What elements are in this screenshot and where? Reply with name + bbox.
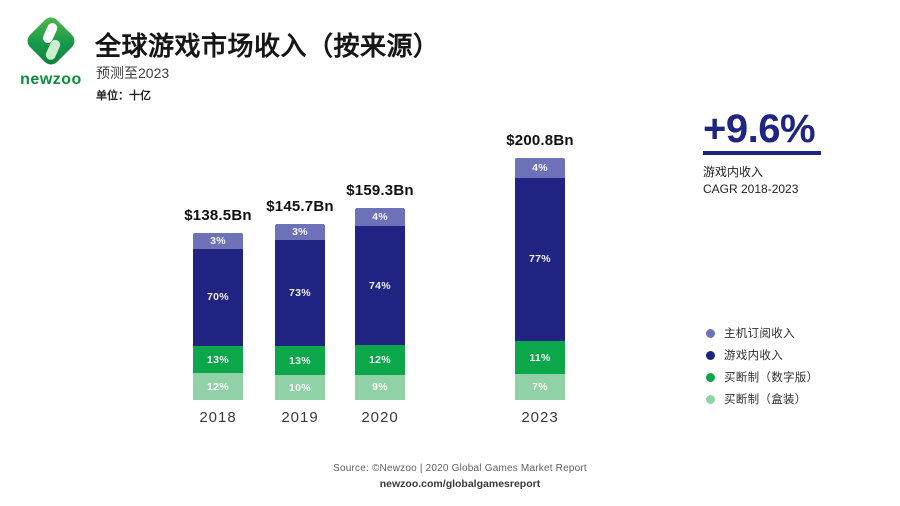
bar-segment-buy-to-play-digital: 11% (515, 340, 565, 375)
x-axis-label-2018: 2018 (199, 409, 237, 426)
legend: 主机订阅收入 游戏内收入买断制（数字版） 买断制（盒装） (706, 322, 818, 410)
bar-segment-console-subscription: 4% (515, 158, 565, 178)
legend-item-buy-to-play-boxed: 买断制（盒装） (706, 388, 818, 410)
bar-2018: 3% 70% 13% 12% (193, 233, 243, 400)
legend-dot-icon (706, 372, 715, 382)
bar-segment-in-game: 77% (515, 177, 565, 341)
legend-item-buy-to-play-digital: 买断制（数字版） (706, 366, 818, 388)
footer: Source: ©Newzoo | 2020 Global Games Mark… (160, 463, 760, 490)
segment-percent-label: 74% (369, 279, 391, 292)
segment-percent-label: 12% (369, 354, 391, 367)
segment-percent-label: 3% (210, 234, 226, 247)
newzoo-diamond-icon (27, 17, 75, 65)
unit-label: 单位：十亿 (96, 90, 151, 102)
bar-segment-buy-to-play-digital: 12% (355, 345, 405, 375)
cagr-caption-line1: 游戏内收入 (703, 165, 764, 179)
bar-segment-buy-to-play-digital: 13% (275, 346, 325, 376)
cagr-highlight: +9.6% 游戏内收入 CAGR 2018-2023 (703, 108, 821, 198)
bar-total-label: $145.7Bn (266, 198, 334, 215)
x-axis-label-2019: 2019 (281, 409, 319, 426)
legend-dot-icon (706, 328, 715, 338)
segment-percent-label: 3% (292, 225, 308, 238)
source-url: newzoo.com/globalgamesreport (379, 478, 541, 490)
segment-percent-label: 10% (289, 381, 311, 394)
bar-segment-console-subscription: 3% (275, 224, 325, 240)
bar-segment-buy-to-play-digital: 13% (193, 345, 243, 374)
bar-segment-buy-to-play-boxed: 7% (515, 374, 565, 401)
segment-percent-label: 9% (372, 381, 388, 394)
page-title: 全球游戏市场收入（按来源） (95, 31, 440, 61)
bar-total-label: $138.5Bn (184, 207, 252, 224)
bar-total-label: $200.8Bn (506, 132, 574, 149)
bar-2019: 3% 73% 13% 10% (275, 224, 325, 400)
segment-percent-label: 70% (207, 291, 229, 304)
cagr-underline (703, 151, 821, 155)
segment-percent-label: 4% (532, 161, 548, 174)
segment-percent-label: 13% (207, 353, 229, 366)
bar-segment-buy-to-play-boxed: 12% (193, 373, 243, 400)
bar-segment-console-subscription: 4% (355, 208, 405, 226)
segment-percent-label: 13% (289, 354, 311, 367)
legend-label: 游戏内收入 (724, 350, 783, 362)
x-axis-label-2023: 2023 (521, 409, 559, 426)
legend-label: 主机订阅收入 (724, 328, 795, 340)
bar-segment-console-subscription: 3% (193, 233, 243, 249)
legend-item-console-subscription: 主机订阅收入 (706, 322, 818, 344)
segment-percent-label: 77% (529, 253, 551, 266)
bar-2020: 4% 74% 12% 9% (355, 208, 405, 400)
bar-2023: 4% 77% 11% 7% (515, 158, 565, 401)
segment-percent-label: 12% (207, 380, 229, 393)
newzoo-wordmark: newzoo (20, 71, 82, 88)
legend-dot-icon (706, 350, 715, 360)
segment-percent-label: 11% (529, 351, 551, 364)
cagr-value: +9.6% (703, 107, 816, 151)
legend-label: 买断制（盒装） (724, 394, 807, 406)
bar-segment-in-game: 70% (193, 248, 243, 346)
segment-percent-label: 7% (532, 381, 548, 394)
segment-percent-label: 4% (372, 210, 388, 223)
page-subtitle: 预测至2023 (96, 65, 170, 81)
bar-total-label: $159.3Bn (346, 182, 414, 199)
legend-item-in-game: 游戏内收入 (706, 344, 818, 366)
bar-segment-in-game: 74% (355, 225, 405, 346)
bar-segment-buy-to-play-boxed: 9% (355, 374, 405, 400)
source-text: Source: ©Newzoo | 2020 Global Games Mark… (333, 463, 587, 474)
legend-label: 买断制（数字版） (724, 372, 819, 384)
bar-segment-in-game: 73% (275, 239, 325, 347)
segment-percent-label: 73% (289, 287, 311, 300)
cagr-caption-line2: CAGR 2018-2023 (703, 182, 799, 196)
bar-segment-buy-to-play-boxed: 10% (275, 375, 325, 400)
newzoo-logo: newzoo (18, 12, 84, 89)
legend-dot-icon (706, 394, 715, 404)
cagr-caption: 游戏内收入 CAGR 2018-2023 (703, 164, 821, 198)
x-axis-label-2020: 2020 (361, 409, 399, 426)
